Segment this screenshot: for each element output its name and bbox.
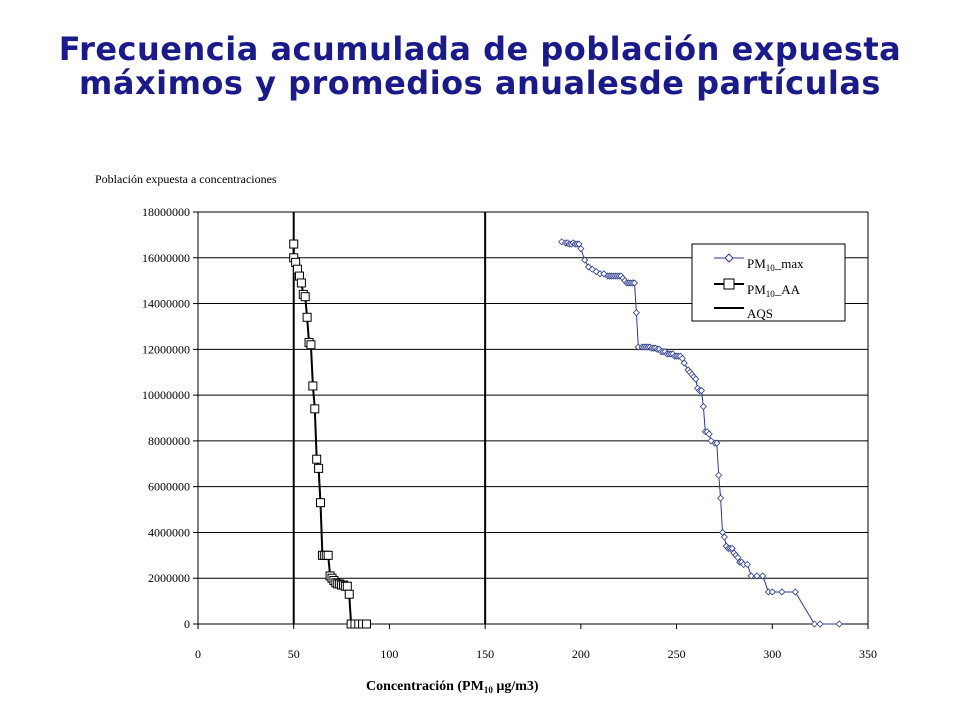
legend-square-marker [723, 278, 735, 290]
svg-text:PM10_max: PM10_max [747, 256, 804, 273]
data-point-max [577, 245, 585, 253]
legend: PM10_max PM10_AA AQS [691, 243, 846, 322]
data-point-aa [361, 619, 371, 629]
axes [193, 211, 869, 629]
x-tick-label: 150 [476, 647, 494, 661]
y-tick-label: 12000000 [142, 342, 190, 356]
data-point-max [747, 572, 755, 580]
y-tick-label: 10000000 [142, 388, 190, 402]
slide-title: Frecuencia acumulada de población expues… [0, 32, 960, 100]
data-point-max [707, 437, 715, 445]
data-point-max [720, 533, 728, 541]
data-point-aa [314, 463, 324, 473]
data-point-max [810, 620, 818, 628]
data-point-max [632, 309, 640, 317]
data-point-aa [296, 278, 306, 288]
data-point-max [558, 238, 566, 246]
data-point-aa [306, 340, 316, 350]
svg-text:PM10_AA: PM10_AA [747, 282, 801, 299]
aqs-lines [292, 212, 487, 624]
y-tick-labels: 0 2000000 4000000 6000000 8000000 10000000 120… [142, 205, 190, 631]
data-point-max [759, 572, 767, 580]
title-line-1: Frecuencia acumulada de población expues… [58, 30, 902, 68]
y-tick-label: 0 [184, 617, 190, 631]
data-point-aa [316, 498, 326, 508]
y-tick-label: 2000000 [148, 571, 190, 585]
data-point-max [768, 588, 776, 596]
data-point-max [816, 620, 824, 628]
data-point-aa [308, 381, 318, 391]
data-point-aa [289, 239, 299, 249]
data-point-max [791, 588, 799, 596]
data-point-aa [344, 589, 354, 599]
data-point-max [717, 494, 725, 502]
x-tick-label: 200 [572, 647, 590, 661]
legend-item-aa: PM10_AA [714, 278, 801, 299]
data-point-max [705, 430, 713, 438]
data-point-aa [342, 581, 352, 591]
chart-subtitle: Población expuesta a concentraciones [95, 172, 277, 186]
y-tick-label: 4000000 [148, 525, 190, 539]
data-point-max [713, 439, 721, 447]
data-point-aa [302, 312, 312, 322]
series-pm10-aa [289, 239, 371, 629]
data-point-max [581, 256, 589, 264]
data-point-max [835, 620, 843, 628]
data-point-max [692, 375, 700, 383]
y-tick-label: 8000000 [148, 434, 190, 448]
legend-item-max: PM10_max [714, 253, 804, 273]
y-tick-label: 18000000 [142, 205, 190, 219]
data-point-max [697, 386, 706, 395]
legend-item-aqs: AQS [714, 306, 773, 321]
data-point-max [630, 279, 639, 287]
legend-diamond-marker [724, 253, 734, 263]
series-pm10-max [558, 238, 843, 628]
y-tick-label: 6000000 [148, 480, 190, 494]
data-point-max [600, 270, 608, 278]
y-tick-label: 14000000 [142, 297, 190, 311]
data-point-max [753, 572, 761, 580]
data-point-aa [300, 292, 310, 302]
x-tick-label: 300 [763, 647, 781, 661]
data-point-aa [312, 454, 322, 464]
x-tick-label: 250 [668, 647, 686, 661]
title-line-2: máximos y promedios anualesde partículas [79, 64, 881, 102]
data-point-max [743, 560, 751, 569]
data-point-max [680, 359, 688, 367]
data-point-aa [323, 550, 333, 560]
svg-text:AQS: AQS [747, 306, 773, 321]
x-tick-label: 350 [859, 647, 877, 661]
x-tick-label: 50 [288, 647, 300, 661]
x-tick-label: 0 [195, 647, 201, 661]
data-point-max [699, 402, 707, 411]
data-point-aa [310, 404, 320, 414]
x-tick-label: 100 [380, 647, 398, 661]
data-point-max [778, 588, 786, 596]
x-tick-labels: 0 50 100 150 200 250 300 350 [195, 647, 877, 661]
y-tick-label: 16000000 [142, 251, 190, 265]
data-point-max [715, 471, 723, 479]
x-axis-label: Concentración (PM10 µg/m3) [366, 679, 539, 695]
